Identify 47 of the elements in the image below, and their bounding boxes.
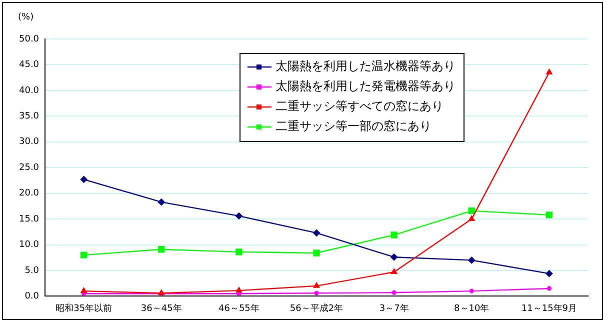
y-tick-label: 10.0: [18, 240, 40, 250]
y-tick-label: 30.0: [18, 137, 40, 148]
point: [313, 229, 320, 236]
point: [314, 290, 319, 296]
y-tick-label: 35.0: [18, 112, 40, 122]
point: [390, 268, 398, 274]
x-tick-label: 昭和35年以前: [56, 302, 112, 314]
point: [313, 250, 320, 256]
point: [158, 198, 165, 206]
y-axis-title: (%): [18, 12, 34, 22]
x-tick-label: 36～45年: [140, 302, 182, 314]
y-tick-label: 0.0: [24, 292, 40, 302]
y-tick-label: 45.0: [18, 60, 40, 70]
y-tick-label: 40.0: [18, 86, 40, 96]
point: [235, 212, 242, 220]
legend-label: 二重サッシ等すべての窓にあり: [276, 99, 444, 114]
point: [392, 290, 396, 295]
point: [390, 254, 398, 261]
y-tick-label: 5.0: [24, 266, 40, 276]
legend-label: 二重サッシ等一部の窓にあり: [276, 119, 432, 134]
point: [236, 287, 242, 293]
point: [546, 270, 553, 278]
x-tick-label: 56～平成2年: [290, 302, 344, 314]
y-tick-label: 50.0: [18, 34, 40, 44]
point: [313, 282, 320, 288]
point: [390, 232, 398, 238]
point: [546, 68, 552, 74]
legend-label: 太陽熱を利用した温水機器等あり: [276, 59, 456, 74]
legend-label: 太陽熱を利用した発電機器等あり: [276, 79, 456, 94]
y-tick-label: 20.0: [18, 188, 40, 199]
point: [469, 288, 474, 294]
x-tick-label: 46～55年: [218, 302, 260, 314]
point: [468, 207, 475, 214]
x-tick-label: 11～15年9月: [521, 302, 578, 314]
point: [468, 256, 476, 264]
x-tick-label: 8～10年: [454, 302, 490, 314]
point: [80, 288, 87, 294]
point: [546, 212, 553, 218]
point: [468, 216, 475, 222]
y-tick-label: 25.0: [18, 162, 40, 173]
point: [158, 246, 165, 253]
x-tick-label: 3～7年: [379, 302, 409, 314]
point: [80, 252, 88, 258]
y-tick-label: 15.0: [18, 214, 40, 224]
point: [546, 286, 552, 291]
point: [80, 176, 88, 183]
point: [236, 248, 242, 256]
